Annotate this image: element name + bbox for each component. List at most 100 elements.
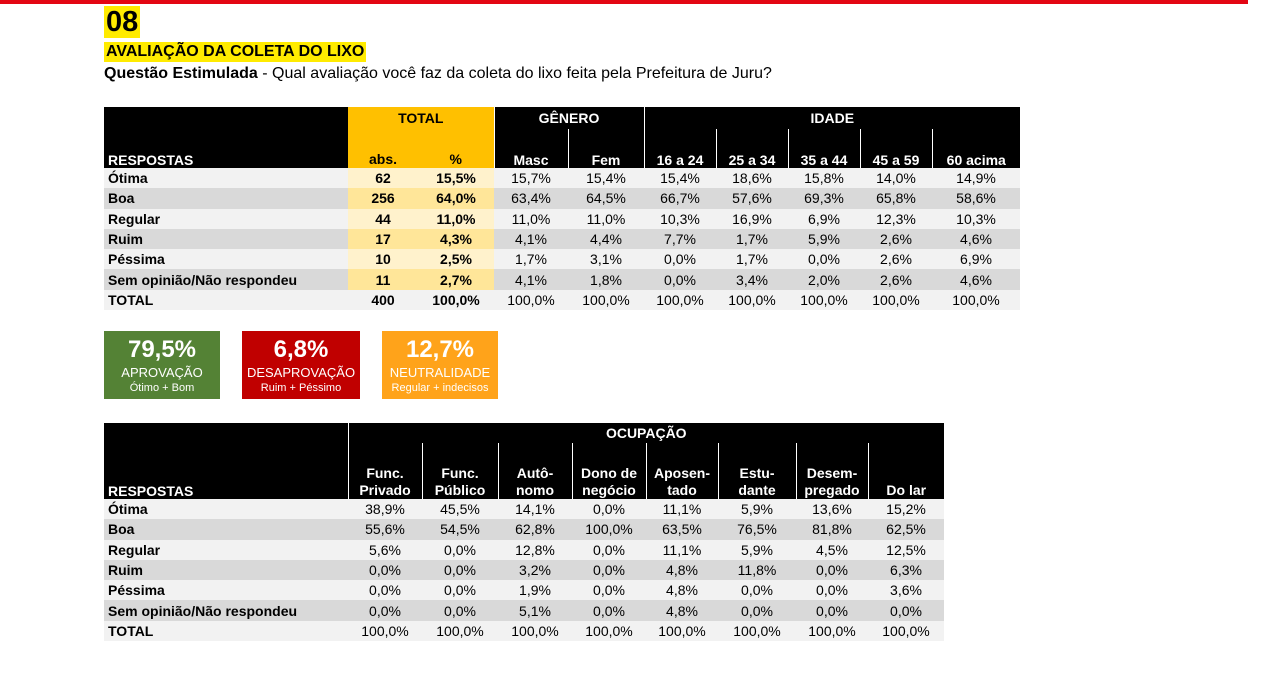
table-cell: 0,0%	[796, 580, 868, 601]
abs-value: 17	[348, 228, 418, 250]
table-cell: 1,7%	[716, 228, 788, 250]
row-label: Péssima	[104, 249, 348, 270]
table-cell: 4,5%	[796, 539, 868, 560]
table-cell: 0,0%	[572, 559, 646, 581]
table-row: TOTAL 400 100,0% 100,0% 100,0% 100,0% 100,0% 10…	[104, 289, 1021, 311]
table-cell: 3,6%	[868, 580, 945, 601]
table-cell: 0,0%	[788, 249, 860, 270]
column-header-line: Func.	[441, 465, 479, 481]
kpi-approval: 79,5% APROVAÇÃO Ótimo + Bom	[104, 331, 220, 399]
table-cell: 100,0%	[796, 620, 868, 642]
column-header: Masc	[493, 149, 568, 168]
table-cell: 11,8%	[718, 559, 796, 581]
table-cell: 10,3%	[932, 208, 1021, 229]
column-header: Fem	[567, 149, 644, 168]
table-cell: 4,1%	[494, 269, 568, 290]
column-header-line: pregado	[804, 482, 860, 498]
kpi-sub: Ruim + Péssimo	[260, 382, 342, 394]
row-label: TOTAL	[104, 620, 348, 642]
table-cell: 12,8%	[498, 539, 572, 560]
table-cell: 0,0%	[422, 600, 498, 621]
pct-header: %	[418, 149, 494, 168]
column-header: 35 a 44	[787, 149, 860, 168]
abs-value: 44	[348, 208, 418, 229]
table-cell: 18,6%	[716, 168, 788, 189]
table-row: TOTAL 100,0% 100,0% 100,0% 100,0% 100,0% 100,0…	[104, 620, 945, 642]
column-header-line: Func.	[366, 465, 404, 481]
column-header: 16 a 24	[643, 149, 716, 168]
column-header-line: Dono de	[581, 465, 637, 481]
table-row: Boa 55,6% 54,5% 62,8% 100,0% 63,5% 76,5% 81,8% 6…	[104, 519, 945, 540]
table-cell: 55,6%	[348, 519, 422, 540]
table-cell: 3,1%	[568, 249, 644, 270]
pct-value: 11,0%	[418, 208, 494, 229]
table-cell: 6,9%	[932, 249, 1021, 270]
table-cell: 100,0%	[572, 620, 646, 642]
column-header: Func. Privado	[347, 443, 422, 499]
table-cell: 5,9%	[718, 499, 796, 520]
table-cell: 0,0%	[348, 600, 422, 621]
table-cell: 0,0%	[348, 559, 422, 581]
table-cell: 11,0%	[568, 208, 644, 229]
question-label: Questão Estimulada	[104, 65, 258, 82]
table-cell: 1,7%	[716, 249, 788, 270]
table-cell: 4,6%	[932, 228, 1021, 250]
kpi-sub: Ótimo + Bom	[129, 382, 195, 394]
table-cell: 4,4%	[568, 228, 644, 250]
table-cell: 62,8%	[498, 519, 572, 540]
table-row: Péssima 0,0% 0,0% 1,9% 0,0% 4,8% 0,0% 0,0% 3,6%	[104, 580, 945, 601]
abs-value: 11	[348, 269, 418, 290]
kpi-label: NEUTRALIDADE	[389, 365, 491, 380]
table-cell: 6,9%	[788, 208, 860, 229]
column-header-line: Estu-	[739, 465, 775, 481]
column-header: Autô-nomo	[497, 443, 572, 499]
table-cell: 0,0%	[422, 539, 498, 560]
table-cell: 100,0%	[644, 289, 716, 311]
table-row: Ruim 17 4,3% 4,1% 4,4% 7,7% 1,7% 5,9% 2,6% 4,6%	[104, 228, 1021, 250]
kpi-value: 12,7%	[405, 336, 475, 363]
column-header: Desem-pregado	[795, 443, 868, 499]
row-label: Sem opinião/Não respondeu	[104, 269, 348, 290]
ocupacao-header: OCUPAÇÃO	[347, 423, 945, 443]
row-label: Ótima	[104, 499, 348, 520]
kpi-neutrality: 12,7% NEUTRALIDADE Regular + indecisos	[382, 331, 498, 399]
table-cell: 76,5%	[718, 519, 796, 540]
table-cell: 63,4%	[494, 188, 568, 209]
table-cell: 4,8%	[646, 600, 718, 621]
table-cell: 0,0%	[718, 580, 796, 601]
table-cell: 4,8%	[646, 559, 718, 581]
table-cell: 4,1%	[494, 228, 568, 250]
question-number: 08	[104, 6, 141, 38]
row-label: TOTAL	[104, 289, 348, 311]
table-cell: 12,3%	[860, 208, 932, 229]
table-cell: 0,0%	[868, 600, 945, 621]
column-header: Dono de negócio	[571, 443, 646, 499]
idade-header: IDADE	[643, 107, 1021, 129]
table-row: Sem opinião/Não respondeu 11 2,7% 4,1% 1,8% 0…	[104, 269, 1021, 290]
table-cell: 100,0%	[572, 519, 646, 540]
row-label: Regular	[104, 539, 348, 560]
question-text: Questão Estimulada - Qual avaliação você…	[104, 64, 772, 84]
pct-value: 100,0%	[418, 289, 494, 311]
table-cell: 81,8%	[796, 519, 868, 540]
table-cell: 1,9%	[498, 580, 572, 601]
table-cell: 2,0%	[788, 269, 860, 290]
table-cell: 6,3%	[868, 559, 945, 581]
table-cell: 64,5%	[568, 188, 644, 209]
table-cell: 0,0%	[796, 559, 868, 581]
pct-value: 2,7%	[418, 269, 494, 290]
table-cell: 0,0%	[348, 580, 422, 601]
column-header: 25 a 34	[715, 149, 788, 168]
table-cell: 15,4%	[568, 168, 644, 189]
row-label: Boa	[104, 519, 348, 540]
table-row: Regular 5,6% 0,0% 12,8% 0,0% 11,1% 5,9% 4,5% 12,…	[104, 539, 945, 560]
column-header: 60 acima	[931, 149, 1021, 168]
respostas-header: RESPOSTAS	[104, 423, 348, 499]
table-cell: 100,0%	[646, 620, 718, 642]
column-header: 45 a 59	[859, 149, 932, 168]
table-cell: 54,5%	[422, 519, 498, 540]
table-cell: 15,2%	[868, 499, 945, 520]
total-header: TOTAL	[348, 107, 494, 129]
table-cell: 0,0%	[644, 269, 716, 290]
pct-value: 2,5%	[418, 249, 494, 270]
